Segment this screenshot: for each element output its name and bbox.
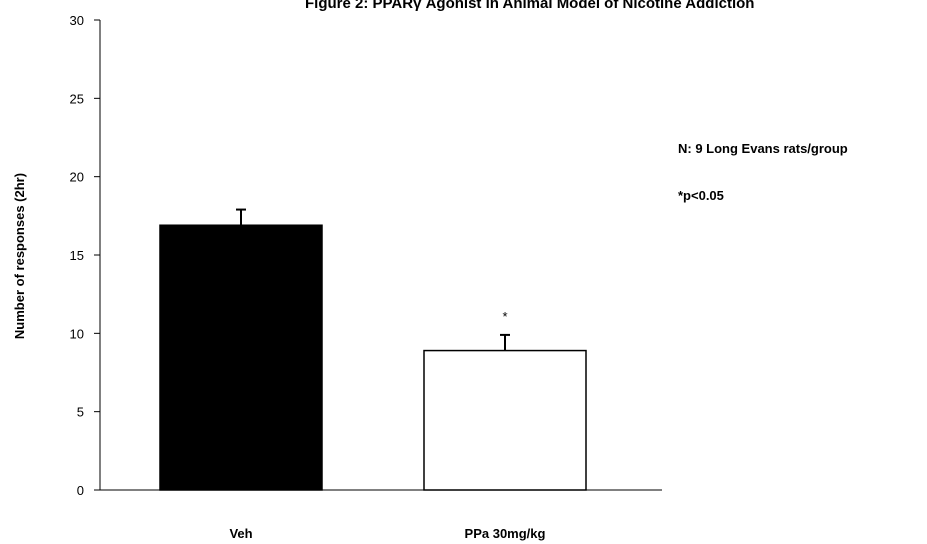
- y-axis-ticks: 0 5 10 15 20 25 30: [70, 13, 100, 498]
- bars: *: [159, 208, 587, 491]
- y-tick-label: 5: [77, 405, 84, 420]
- x-axis-categories: Veh PPa 30mg/kg: [229, 526, 545, 541]
- annotation-p-value: *p<0.05: [678, 188, 724, 203]
- y-tick-label: 30: [70, 13, 84, 28]
- x-category-label: PPa 30mg/kg: [465, 526, 546, 541]
- annotation-sample-size: N: 9 Long Evans rats/group: [678, 141, 848, 156]
- x-category-label: Veh: [229, 526, 252, 541]
- significance-marker: *: [502, 309, 507, 324]
- chart-title: Figure 2: PPARγ Agonist in Animal Model …: [305, 0, 754, 12]
- bar-ppa: [423, 349, 587, 491]
- y-tick-label: 15: [70, 248, 84, 263]
- bar-veh: [159, 224, 323, 491]
- y-tick-label: 25: [70, 91, 84, 106]
- y-tick-label: 0: [77, 483, 84, 498]
- y-tick-label: 10: [70, 326, 84, 341]
- y-tick-label: 20: [70, 170, 84, 185]
- y-axis-label: Number of responses (2hr): [12, 173, 27, 339]
